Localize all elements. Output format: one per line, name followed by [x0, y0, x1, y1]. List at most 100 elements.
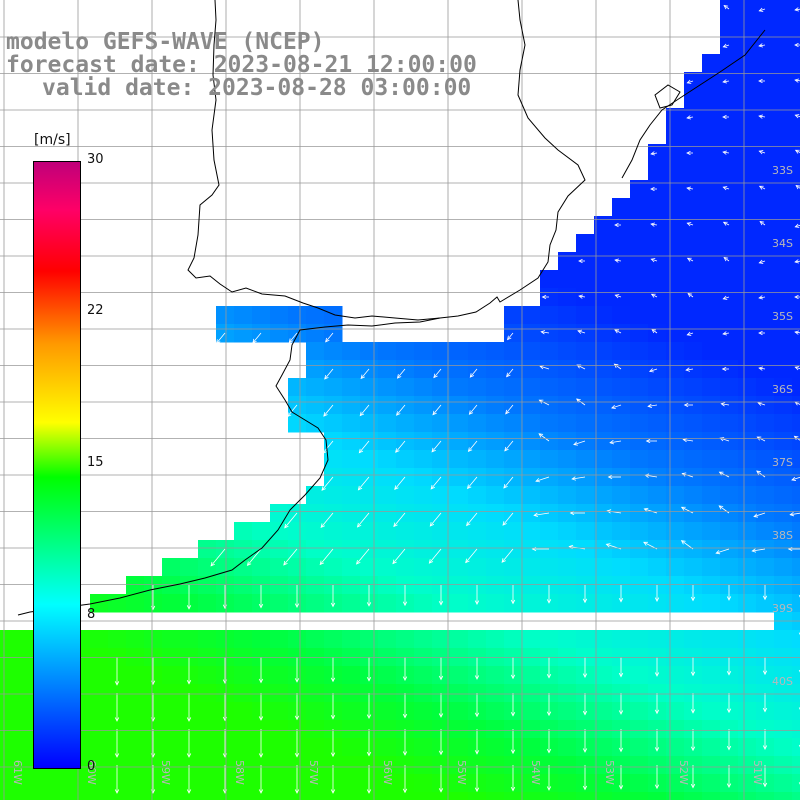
wind-cell [306, 396, 325, 415]
wind-cell [702, 414, 721, 433]
wind-cell [558, 540, 577, 559]
wind-cell [576, 414, 595, 433]
wind-arrow-head [686, 115, 692, 120]
wind-cell [684, 486, 703, 505]
wind-cell [414, 738, 433, 757]
wind-cell [630, 216, 649, 235]
wind-cell [612, 594, 631, 613]
wind-arrow [465, 548, 478, 563]
wind-arrow-head [330, 715, 336, 720]
wind-cell [108, 792, 127, 800]
wind-arrow-head [356, 560, 361, 565]
wind-arrow [681, 506, 694, 514]
wind-arrow [651, 293, 658, 298]
wind-cell [792, 144, 800, 163]
wind-cell [630, 342, 649, 361]
wind-cell [342, 450, 361, 469]
wind-cell [18, 756, 37, 775]
wind-cell [198, 594, 217, 613]
wind-arrow-head [468, 410, 474, 415]
wind-cell [702, 72, 721, 91]
wind-cell [486, 486, 505, 505]
wind-cell [774, 144, 793, 163]
wind-arrow [397, 368, 406, 379]
wind-cell [792, 54, 800, 73]
colorbar [33, 161, 81, 769]
wind-arrow [216, 332, 226, 344]
wind-cell [0, 630, 19, 649]
wind-cell [342, 360, 361, 379]
wind-arrow [506, 368, 514, 377]
wind-arrow [573, 440, 586, 445]
wind-cell [378, 540, 397, 559]
wind-arrow-head [430, 484, 435, 490]
wind-arrow [758, 402, 766, 406]
wind-cell [792, 162, 800, 181]
wind-cell [486, 666, 505, 685]
wind-cell [468, 558, 487, 577]
wind-cell [648, 270, 667, 289]
wind-cell [684, 378, 703, 397]
wind-cell [774, 324, 793, 343]
wind-arrow-head [466, 521, 471, 527]
wind-cell [324, 414, 343, 433]
wind-cell [522, 522, 541, 541]
wind-cell [720, 342, 739, 361]
wind-cell [522, 576, 541, 595]
wind-cell [414, 378, 433, 397]
wind-cell [270, 504, 289, 523]
wind-cell [378, 468, 397, 487]
wind-cell [684, 180, 703, 199]
wind-cell [126, 792, 145, 800]
wind-cell [702, 630, 721, 649]
wind-cell [666, 180, 685, 199]
wind-cell [720, 432, 739, 451]
wind-cell [0, 702, 19, 721]
wind-cell [36, 774, 55, 793]
wind-cell [756, 234, 775, 253]
wind-arrow [795, 114, 800, 118]
wind-cell [720, 144, 739, 163]
wind-arrow-head [186, 753, 192, 758]
wind-arrow-head [359, 411, 365, 417]
wind-cell [378, 342, 397, 361]
wind-cell [666, 378, 685, 397]
wind-cell [648, 234, 667, 253]
wind-cell [666, 288, 685, 307]
wind-cell [684, 198, 703, 217]
wind-cell [738, 198, 757, 217]
wind-arrow-head [643, 507, 649, 513]
wind-cell [774, 126, 793, 145]
wind-arrow-head [186, 789, 192, 794]
wind-cell [90, 630, 109, 649]
wind-arrow [649, 368, 658, 372]
wind-arrow-head [283, 560, 288, 566]
wind-cell [594, 540, 613, 559]
wind-cell [666, 450, 685, 469]
wind-arrow-head [325, 337, 330, 343]
wind-arrow [322, 440, 334, 454]
wind-cell [774, 504, 793, 523]
wind-arrow-head [654, 747, 660, 752]
wind-cell [666, 216, 685, 235]
wind-cell [756, 378, 775, 397]
wind-arrow-head [759, 220, 765, 226]
wind-arrow-head [114, 717, 120, 722]
wind-cell [342, 504, 361, 523]
wind-arrow-head [794, 294, 799, 300]
wind-cell [594, 252, 613, 271]
wind-cell [522, 378, 541, 397]
wind-arrow [651, 152, 658, 155]
wind-cell [360, 486, 379, 505]
wind-cell [720, 486, 739, 505]
wind-cell [270, 522, 289, 541]
wind-cell [738, 36, 757, 55]
wind-arrow-head [794, 7, 800, 12]
wind-cell [234, 720, 253, 739]
wind-cell [612, 198, 631, 217]
wind-cell [486, 342, 505, 361]
wind-cell [432, 378, 451, 397]
wind-cell [666, 630, 685, 649]
wind-cell [234, 792, 253, 800]
wind-cell [648, 432, 667, 451]
